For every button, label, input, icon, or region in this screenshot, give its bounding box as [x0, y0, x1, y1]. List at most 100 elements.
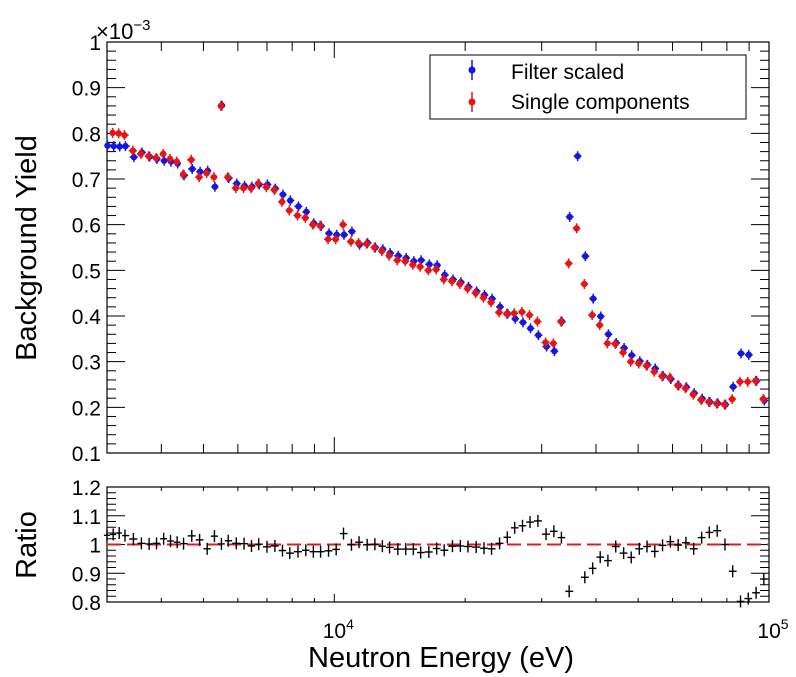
ratio-point — [316, 545, 325, 558]
ratio-point — [752, 586, 760, 599]
ratio-point — [167, 535, 174, 548]
single-components-point — [128, 145, 137, 156]
single-components-point — [471, 288, 480, 299]
ratio-point — [217, 537, 225, 550]
single-components-point — [510, 308, 519, 319]
ratio-point — [674, 539, 683, 552]
filter-scaled-point — [116, 141, 123, 152]
single-components-point — [736, 376, 744, 387]
bottom-y-axis-label: Ratio — [11, 511, 43, 579]
filter-scaled-point — [729, 381, 738, 392]
single-components-point — [759, 394, 768, 405]
ratio-point — [487, 542, 496, 555]
single-components-point — [370, 242, 379, 253]
ratio-point — [432, 542, 441, 555]
single-components-point — [152, 152, 160, 163]
ratio-point — [643, 540, 651, 553]
ratio-point — [581, 571, 589, 584]
single-components-point — [743, 376, 752, 387]
filter-scaled-point — [286, 195, 295, 206]
single-components-point — [447, 276, 456, 287]
ratio-point — [440, 544, 449, 557]
ratio-point — [596, 551, 605, 564]
single-components-point — [518, 306, 526, 317]
single-components-point — [195, 172, 203, 183]
filter-scaled-point — [211, 181, 219, 192]
single-components-point — [712, 398, 721, 409]
top-y-tick-label: 0.7 — [72, 169, 101, 192]
filter-scaled-point — [581, 251, 590, 262]
single-components-point — [187, 154, 196, 165]
single-components-point — [285, 205, 294, 216]
single-components-point — [121, 130, 129, 141]
single-components-point — [751, 375, 760, 386]
single-components-point — [533, 316, 542, 327]
ratio-point — [604, 554, 612, 567]
ratio-point — [456, 539, 465, 552]
filter-scaled-point — [188, 163, 197, 174]
top-y-tick-label: 0.4 — [72, 306, 102, 329]
ratio-point — [697, 531, 706, 544]
ratio-point — [416, 546, 425, 559]
single-components-point — [210, 172, 218, 183]
single-components-point — [673, 380, 682, 391]
single-components-point — [385, 250, 394, 261]
single-components-point — [393, 255, 402, 266]
ratio-point — [448, 540, 457, 553]
single-components-point — [495, 307, 503, 318]
ratio-point — [472, 541, 481, 554]
single-components-point — [541, 337, 550, 348]
ratio-point — [744, 592, 753, 605]
single-components-point — [278, 196, 286, 207]
single-components-point — [626, 356, 635, 367]
single-components-point — [650, 366, 659, 377]
top-y-tick-label: 1 — [89, 32, 101, 55]
ratio-point — [160, 532, 168, 545]
single-components-point — [401, 256, 410, 267]
single-components-point — [231, 183, 240, 194]
top-y-tick-label: 0.1 — [72, 443, 101, 466]
filter-scaled-point — [160, 155, 168, 166]
single-components-point — [309, 219, 317, 230]
ratio-point — [187, 529, 196, 542]
single-components-point — [580, 279, 589, 290]
ratio-point — [332, 543, 340, 556]
ratio-point — [210, 530, 218, 543]
ratio-point — [278, 544, 287, 557]
ratio-point — [122, 529, 130, 542]
single-components-point — [262, 182, 271, 193]
x-axis-label: Neutron Energy (eV) — [308, 642, 574, 674]
single-components-point — [455, 279, 464, 290]
single-components-point — [346, 236, 355, 247]
legend-box — [429, 54, 747, 120]
ratio-point — [409, 543, 417, 556]
ratio-point — [721, 538, 729, 551]
single-components-point — [109, 127, 116, 138]
ratio-point — [480, 542, 488, 555]
single-components-point — [254, 178, 263, 189]
top-x-ticks — [106, 42, 770, 453]
top-data-points — [104, 100, 769, 410]
single-components-point — [339, 219, 347, 230]
ratio-point — [713, 524, 722, 537]
top-plot-frame — [106, 41, 770, 454]
ratio-point — [180, 537, 188, 550]
single-components-point — [720, 399, 729, 410]
ratio-point — [103, 529, 111, 542]
single-components-point — [681, 383, 690, 394]
ratio-point — [759, 573, 768, 585]
single-components-point — [525, 310, 534, 321]
single-components-point — [704, 396, 713, 407]
filter-scaled-point — [565, 211, 574, 222]
ratio-point — [658, 539, 667, 552]
ratio-point — [588, 562, 597, 575]
ratio-point — [247, 539, 256, 552]
single-components-point — [588, 310, 596, 321]
single-components-point — [642, 360, 651, 371]
single-components-point — [217, 100, 225, 111]
ratio-point — [424, 545, 433, 558]
ratio-point — [152, 537, 161, 550]
ratio-point — [301, 544, 310, 557]
ratio-point — [689, 542, 698, 555]
